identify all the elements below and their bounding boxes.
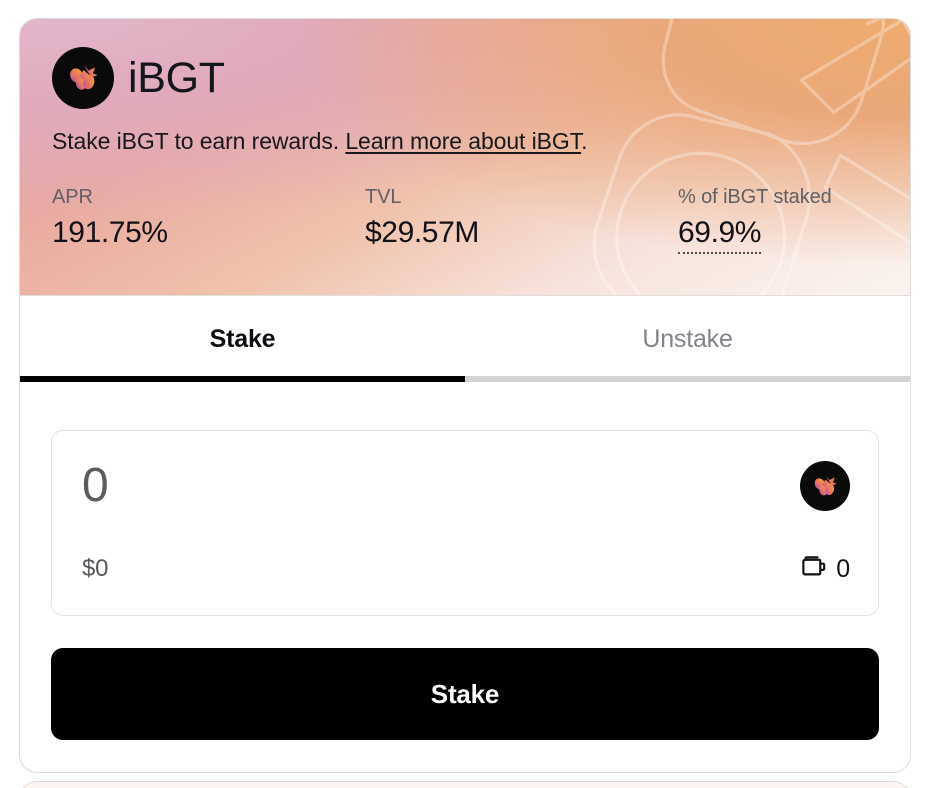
card-header-content: iBGT Stake iBGT to earn rewards. Learn m… [20, 19, 910, 254]
tab-track [20, 376, 910, 382]
ibgt-token-icon[interactable] [800, 461, 850, 511]
stat-label: TVL [365, 185, 402, 208]
stat-label: % of iBGT staked [678, 185, 832, 208]
card-title-row: iBGT [52, 47, 878, 109]
stake-card: iBGT Stake iBGT to earn rewards. Learn m… [19, 18, 911, 773]
amount-input[interactable] [82, 461, 702, 512]
stats-row: APR 191.75% TVL $29.57M % of iBGT staked… [52, 186, 878, 254]
tab-unstake[interactable]: Unstake [642, 324, 733, 353]
wallet-icon [800, 553, 827, 585]
stat-apr: APR 191.75% [52, 186, 365, 254]
stat-value-tooltip[interactable]: 69.9% [678, 216, 761, 254]
card-subtitle-text: Stake iBGT to earn rewards. [52, 128, 340, 154]
ibgt-token-icon [52, 47, 114, 109]
amount-meta-row: $0 0 [82, 553, 850, 615]
stat-label: APR [52, 185, 93, 208]
stat-value: $29.57M [365, 215, 479, 249]
stat-percent-staked: % of iBGT staked 69.9% [678, 186, 832, 254]
card-subtitle-suffix: . [581, 128, 588, 154]
card-subtitle: Stake iBGT to earn rewards. Learn more a… [52, 127, 878, 156]
usd-value: $0 [82, 555, 109, 582]
stat-value: 191.75% [52, 215, 168, 249]
tab-stake[interactable]: Stake [209, 324, 276, 353]
wallet-balance: 0 [836, 554, 850, 583]
tab-active-indicator [20, 376, 465, 382]
stake-form: $0 0 Stake [20, 382, 910, 740]
learn-more-link[interactable]: Learn more about iBGT [345, 128, 582, 154]
card-header: iBGT Stake iBGT to earn rewards. Learn m… [20, 19, 910, 295]
wallet-balance-group[interactable]: 0 [800, 553, 850, 585]
stake-submit-button[interactable]: Stake [51, 648, 879, 740]
tab-bar: Stake Unstake [20, 295, 910, 382]
page-title: iBGT [128, 53, 225, 102]
amount-input-row [82, 461, 850, 512]
stat-tvl: TVL $29.57M [365, 186, 678, 254]
amount-input-box: $0 0 [51, 430, 879, 616]
next-card-peek [19, 781, 911, 788]
